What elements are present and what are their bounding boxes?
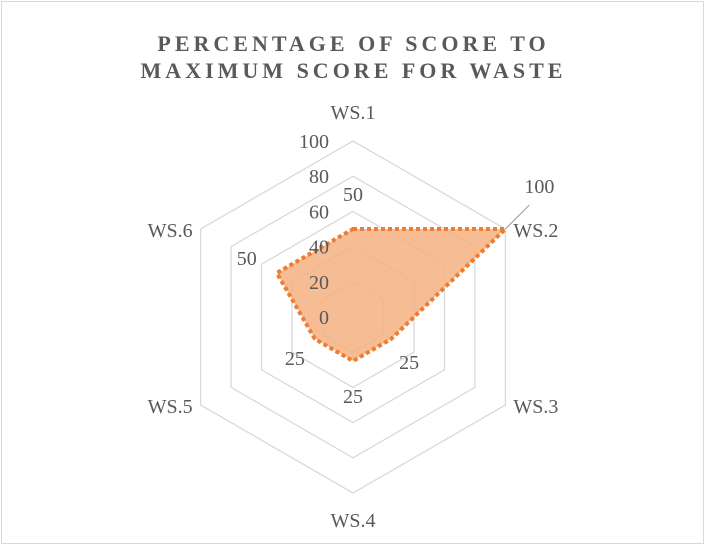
data-label-ws-6: 50 [237,248,257,270]
axis-tick-label-60: 60 [309,201,329,223]
axis-tick-label-100: 100 [299,131,329,153]
category-label-ws-4: WS.4 [331,510,376,532]
category-label-ws-6: WS.6 [148,220,193,242]
axis-tick-label-80: 80 [309,166,329,188]
chart-title: PERCENTAGE OF SCORE TO MAXIMUM SCORE FOR… [0,30,707,84]
chart-title-line-1: PERCENTAGE OF SCORE TO [157,31,550,56]
data-label-ws-3: 25 [399,352,419,374]
data-label-ws-5: 25 [285,348,305,370]
category-label-ws-1: WS.1 [331,102,376,124]
data-label-ws-1: 50 [343,184,363,206]
category-label-ws-5: WS.5 [148,396,193,418]
data-label-leader-line [504,204,530,230]
axis-tick-label-0: 0 [319,307,329,329]
category-label-ws-3: WS.3 [513,396,558,418]
chart-title-line-2: MAXIMUM SCORE FOR WASTE [140,58,567,83]
series-area-0 [274,227,511,364]
radar-series [274,227,511,364]
axis-tick-label-40: 40 [309,237,329,259]
category-label-ws-2: WS.2 [513,220,558,242]
data-label-ws-2: 100 [524,176,554,198]
axis-tick-label-20: 20 [309,272,329,294]
data-label-ws-4: 25 [343,386,363,408]
